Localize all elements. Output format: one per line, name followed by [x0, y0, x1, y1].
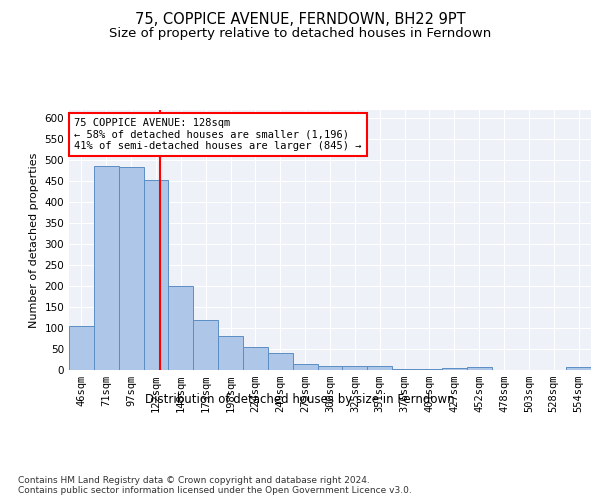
- Bar: [119, 166, 143, 370]
- Text: Distribution of detached houses by size in Ferndown: Distribution of detached houses by size …: [145, 392, 455, 406]
- Text: Size of property relative to detached houses in Ferndown: Size of property relative to detached ho…: [109, 28, 491, 40]
- Bar: [169, 286, 193, 370]
- Bar: [343, 366, 367, 370]
- Bar: [417, 369, 442, 370]
- Text: Contains HM Land Registry data © Crown copyright and database right 2024.
Contai: Contains HM Land Registry data © Crown c…: [18, 476, 412, 495]
- Bar: [243, 347, 268, 370]
- Bar: [392, 369, 417, 370]
- Text: 75 COPPICE AVENUE: 128sqm
← 58% of detached houses are smaller (1,196)
41% of se: 75 COPPICE AVENUE: 128sqm ← 58% of detac…: [74, 118, 362, 151]
- Bar: [69, 326, 94, 370]
- Text: 75, COPPICE AVENUE, FERNDOWN, BH22 9PT: 75, COPPICE AVENUE, FERNDOWN, BH22 9PT: [134, 12, 466, 28]
- Bar: [317, 366, 343, 370]
- Bar: [367, 366, 392, 370]
- Bar: [143, 180, 169, 370]
- Bar: [193, 320, 218, 370]
- Bar: [467, 367, 491, 370]
- Bar: [218, 336, 243, 370]
- Bar: [94, 166, 119, 370]
- Bar: [442, 368, 467, 370]
- Bar: [293, 364, 317, 370]
- Bar: [566, 367, 591, 370]
- Y-axis label: Number of detached properties: Number of detached properties: [29, 152, 39, 328]
- Bar: [268, 353, 293, 370]
